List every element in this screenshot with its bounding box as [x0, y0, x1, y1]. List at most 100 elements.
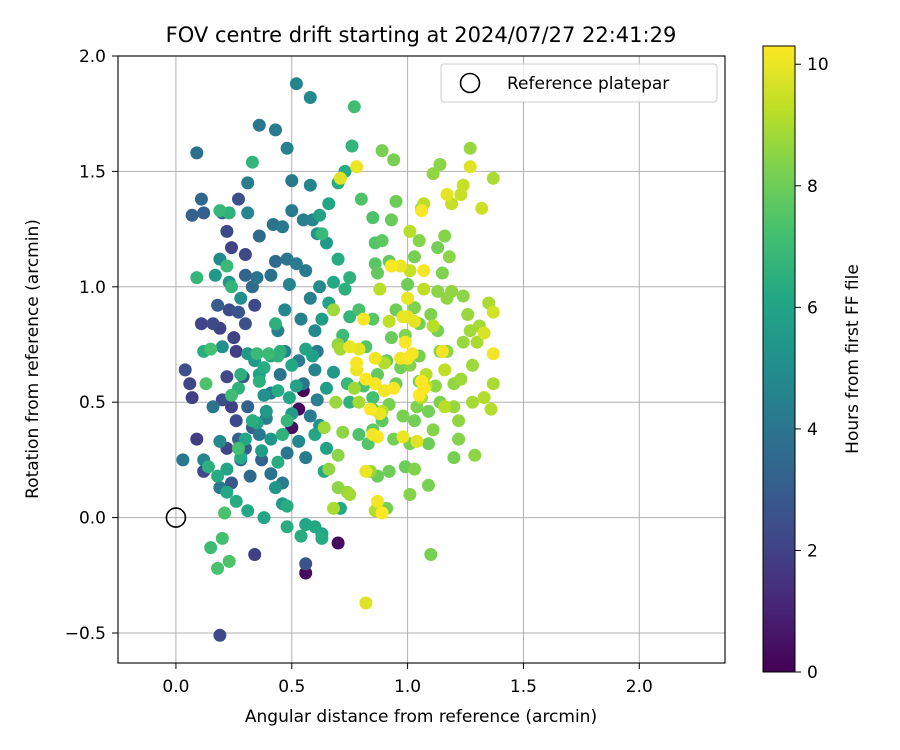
scatter-point [264, 432, 278, 446]
scatter-point [347, 100, 361, 114]
chart-title: FOV centre drift starting at 2024/07/27 … [166, 23, 677, 47]
scatter-point [477, 391, 491, 405]
scatter-point [440, 291, 454, 305]
scatter-point [285, 358, 299, 372]
scatter-point [396, 310, 410, 324]
scatter-point [255, 444, 269, 458]
scatter-point [248, 548, 262, 561]
scatter-point [384, 331, 398, 345]
scatter-point [183, 377, 197, 391]
scatter-point [262, 347, 276, 361]
scatter-point [424, 308, 438, 321]
scatter-point [417, 282, 431, 296]
scatter-point [303, 178, 317, 192]
scatter-point [408, 414, 421, 428]
scatter-point [238, 432, 252, 446]
scatter-point [257, 361, 271, 375]
scatter-point [259, 404, 273, 418]
scatter-point [232, 305, 245, 319]
scatter-point [234, 368, 248, 381]
scatter-point [220, 485, 234, 499]
scatter-point [345, 139, 359, 153]
x-tick-label: 2.0 [626, 677, 653, 697]
scatter-point [294, 529, 308, 543]
scatter-point [245, 414, 259, 428]
scatter-point [225, 280, 238, 294]
scatter-point [417, 264, 431, 278]
scatter-point [208, 268, 222, 282]
colorbar-tick-label: 4 [807, 420, 818, 440]
scatter-point [204, 342, 218, 356]
scatter-point [278, 303, 292, 317]
scatter-point [415, 374, 428, 388]
scatter-point [364, 402, 377, 416]
scatter-point [190, 432, 204, 446]
scatter-point [331, 536, 345, 550]
scatter-point [269, 123, 282, 137]
scatter-point [322, 197, 336, 211]
scatter-point [475, 201, 489, 215]
scatter-point [452, 414, 466, 428]
scatter-point [447, 451, 461, 465]
scatter-point [426, 319, 440, 333]
scatter-point [327, 501, 340, 515]
scatter-point [282, 391, 296, 405]
scatter-point [331, 252, 345, 266]
scatter-point [303, 291, 317, 305]
scatter-point [368, 351, 382, 365]
scatter-point [438, 229, 452, 243]
scatter-point [285, 204, 299, 218]
scatter-point [336, 425, 350, 439]
colorbar-tick-label: 10 [807, 55, 829, 75]
y-tick-label: −0.5 [65, 624, 106, 644]
scatter-point [308, 324, 322, 338]
scatter-point [350, 356, 364, 370]
scatter-point [343, 340, 357, 354]
scatter-point [238, 268, 252, 282]
scatter-point [343, 271, 357, 285]
scatter-point [384, 213, 398, 227]
scatter-point [315, 531, 329, 545]
colorbar-ticks: 0 2 4 6 8 10 [795, 55, 829, 683]
scatter-point [271, 455, 285, 469]
scatter-point [408, 314, 421, 328]
scatter-point [206, 400, 220, 414]
scatter-point [229, 344, 243, 358]
scatter-point [468, 448, 482, 462]
scatter-point [387, 381, 401, 395]
colorbar-tick-label: 8 [807, 177, 818, 197]
scatter-point [289, 379, 303, 393]
scatter-point [250, 271, 264, 285]
scatter-point [352, 395, 366, 409]
scatter-point [252, 428, 266, 441]
scatter-point [299, 342, 313, 356]
colorbar-tick-label: 2 [807, 541, 818, 561]
legend: Reference platepar [440, 63, 718, 103]
scatter-point [366, 211, 380, 225]
scatter-point [426, 167, 440, 181]
scatter-point [280, 446, 294, 460]
y-axis-ticks: −0.5 0.0 0.5 1.0 1.5 2.0 [65, 47, 118, 644]
scatter-point [426, 423, 440, 437]
scatter-point [220, 224, 234, 238]
scatter-point [466, 358, 479, 372]
scatter-point [366, 312, 380, 326]
scatter-point [303, 91, 317, 104]
scatter-point [343, 395, 357, 409]
scatter-point [375, 506, 389, 520]
scatter-point [315, 227, 329, 241]
scatter-point [280, 499, 294, 513]
scatter-point [327, 365, 340, 379]
scatter-point [428, 379, 442, 393]
x-tick-label: 1.0 [394, 677, 421, 697]
scatter-point [466, 395, 479, 409]
scatter-point [389, 194, 403, 208]
scatter-point [241, 176, 255, 190]
legend-marker-icon [459, 72, 481, 94]
scatter-point [331, 448, 345, 462]
scatter-point [190, 146, 204, 160]
scatter-point [422, 478, 435, 492]
scatter-point [440, 188, 454, 201]
scatter-point [252, 374, 266, 388]
